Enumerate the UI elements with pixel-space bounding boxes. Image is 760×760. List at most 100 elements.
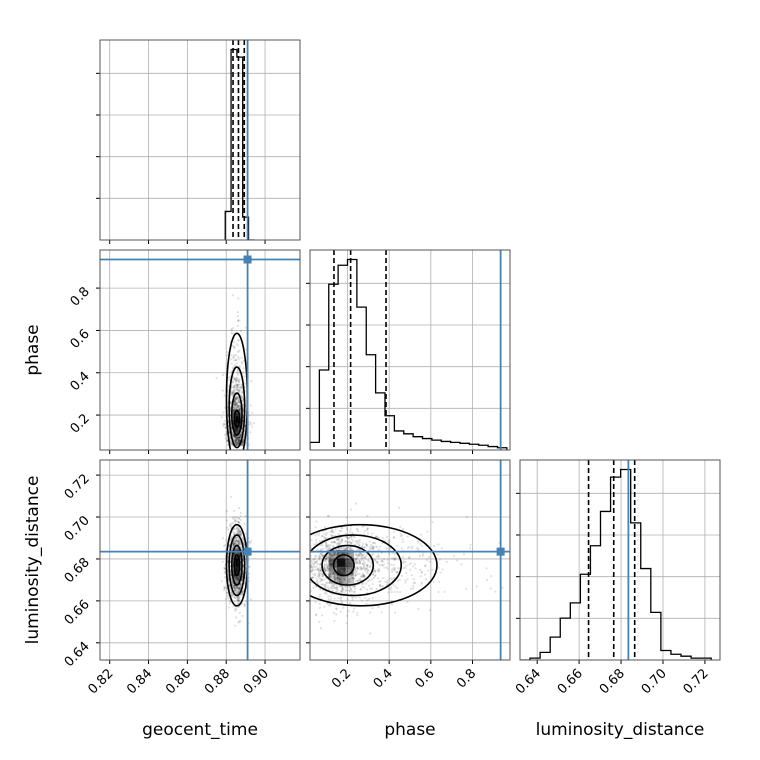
- sample-point: [234, 426, 237, 430]
- sample-point: [235, 388, 238, 392]
- sample-point: [236, 319, 240, 323]
- sample-point: [322, 578, 325, 581]
- sample-point: [354, 557, 358, 560]
- sample-point: [237, 439, 240, 442]
- sample-point: [240, 444, 243, 447]
- sample-point: [234, 520, 237, 523]
- hist-panel-phase: [306, 249, 511, 454]
- sample-point: [240, 592, 244, 595]
- sample-point: [232, 542, 235, 545]
- x-tick-label: 0.84: [124, 666, 155, 697]
- sample-point: [236, 531, 240, 534]
- sample-point: [231, 391, 234, 394]
- y-tick-label: 0.6: [68, 327, 93, 352]
- sample-point: [341, 576, 345, 580]
- sample-point: [344, 585, 347, 588]
- sample-point: [236, 529, 239, 532]
- sample-point: [234, 435, 237, 439]
- sample-point: [248, 565, 251, 568]
- sample-point: [349, 541, 352, 544]
- sample-point: [356, 561, 359, 564]
- sample-point: [377, 577, 380, 580]
- sample-point: [248, 414, 251, 417]
- sample-point: [362, 575, 365, 578]
- sample-point: [234, 377, 237, 380]
- sample-point: [381, 585, 384, 588]
- sample-point: [240, 386, 243, 389]
- sample-point: [234, 608, 237, 611]
- sample-point: [345, 586, 348, 589]
- sample-point: [237, 527, 241, 531]
- sample-point: [236, 441, 239, 444]
- sample-point: [371, 573, 375, 576]
- sample-point: [236, 439, 239, 442]
- sample-point: [460, 563, 463, 566]
- sample-point: [249, 423, 253, 426]
- sample-point: [233, 435, 237, 438]
- sample-point: [230, 441, 233, 445]
- sample-point: [322, 547, 325, 550]
- sample-point: [337, 537, 340, 540]
- sample-point: [237, 398, 240, 401]
- sample-point: [399, 535, 402, 538]
- sample-point: [363, 586, 366, 589]
- sample-point: [223, 422, 227, 426]
- sample-point: [235, 578, 239, 581]
- sample-point: [400, 534, 404, 537]
- sample-point: [371, 582, 374, 586]
- sample-point: [361, 562, 364, 565]
- x-tick-label: 0.2: [329, 666, 354, 691]
- sample-point: [405, 564, 408, 567]
- sample-point: [236, 436, 240, 440]
- sample-point: [326, 555, 330, 558]
- sample-point: [335, 548, 338, 551]
- sample-point: [380, 563, 384, 567]
- sample-point: [301, 571, 303, 573]
- sample-point: [234, 435, 237, 438]
- sample-point: [327, 595, 330, 598]
- sample-point: [232, 391, 236, 394]
- sample-point: [241, 444, 244, 447]
- sample-point: [331, 587, 334, 590]
- sample-point: [238, 389, 241, 392]
- sample-point: [320, 535, 323, 538]
- sample-point: [341, 585, 344, 588]
- sample-point: [378, 568, 381, 571]
- sample-point: [392, 566, 395, 570]
- sample-point: [363, 561, 366, 564]
- sample-point: [303, 568, 305, 570]
- sample-point: [235, 438, 238, 441]
- sample-point: [385, 566, 389, 569]
- sample-point: [234, 576, 237, 579]
- sample-point: [237, 541, 240, 544]
- sample-point: [234, 580, 237, 583]
- sample-point: [468, 546, 472, 550]
- sample-point: [352, 556, 355, 559]
- sample-point: [333, 552, 336, 556]
- sample-point: [427, 569, 430, 572]
- sample-point: [235, 407, 238, 410]
- sample-point: [223, 419, 226, 422]
- sample-point: [242, 366, 245, 370]
- sample-point: [325, 581, 328, 584]
- sample-point: [323, 583, 326, 586]
- sample-point: [419, 568, 422, 572]
- sample-point: [378, 564, 382, 567]
- sample-point: [340, 578, 343, 581]
- sample-point: [231, 522, 234, 525]
- sample-point: [233, 386, 236, 389]
- sample-point: [307, 604, 309, 606]
- sample-point: [348, 580, 351, 583]
- sample-point: [237, 439, 240, 442]
- sample-point: [236, 588, 239, 591]
- sample-point: [241, 578, 244, 581]
- sample-point: [230, 579, 233, 582]
- sample-point: [237, 577, 240, 580]
- sample-point: [337, 596, 340, 599]
- sample-point: [241, 574, 244, 577]
- sample-point: [333, 586, 336, 589]
- sample-point: [361, 554, 365, 557]
- sample-point: [237, 441, 240, 444]
- sample-point: [419, 575, 422, 578]
- sample-point: [328, 548, 331, 551]
